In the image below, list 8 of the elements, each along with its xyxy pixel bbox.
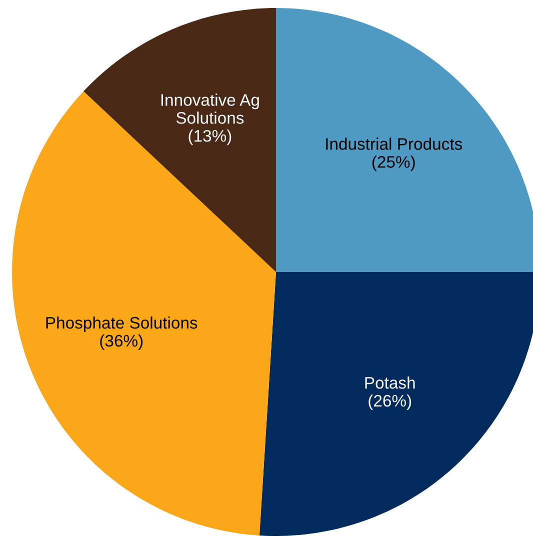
data-label: (25%) bbox=[372, 156, 415, 172]
slice-label: Potash bbox=[365, 376, 415, 389]
data-label: (13%) bbox=[188, 130, 232, 146]
data-label: (26%) bbox=[368, 394, 412, 410]
data-label: (36%) bbox=[100, 334, 143, 350]
slice-label: Industrial Products bbox=[326, 138, 462, 150]
slice-label: Innovative Ag Solutions bbox=[161, 94, 259, 124]
slice-label: Phosphate Solutions bbox=[46, 316, 198, 332]
